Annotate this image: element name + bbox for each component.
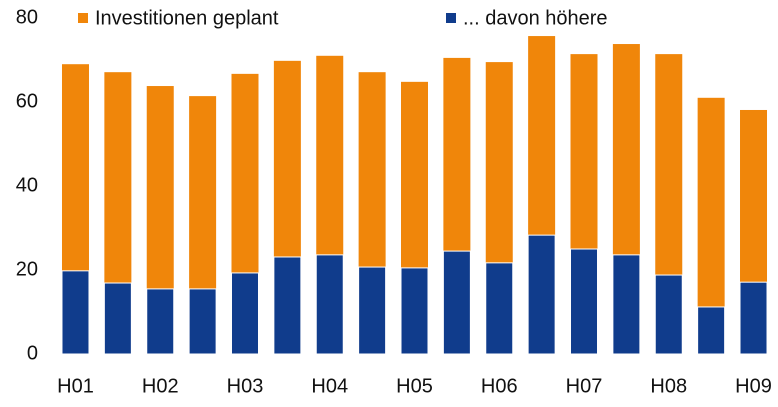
x-tick-label: H07 (566, 375, 603, 397)
y-tick-label: 80 (16, 6, 38, 28)
bar (61, 270, 90, 355)
x-tick-label: H05 (396, 375, 433, 397)
x-tick-label: H03 (227, 375, 264, 397)
x-tick-label: H01 (57, 375, 94, 397)
bar (188, 288, 217, 355)
bar (358, 266, 387, 355)
bar (570, 248, 599, 355)
bar (612, 254, 641, 355)
x-tick-label: H06 (481, 375, 518, 397)
bar (400, 267, 429, 355)
bar (739, 281, 768, 355)
bar (485, 262, 514, 355)
bar (146, 288, 175, 355)
legend-label: ... davon höhere (463, 7, 608, 29)
x-tick-label: H08 (650, 375, 687, 397)
bar (527, 234, 556, 355)
y-tick-label: 20 (16, 258, 38, 280)
bar (273, 256, 302, 355)
legend-swatch (78, 13, 88, 23)
x-tick-label: H04 (311, 375, 348, 397)
y-tick-label: 60 (16, 90, 38, 112)
bar (230, 272, 259, 355)
x-tick-label: H09 (735, 375, 772, 397)
y-tick-label: 0 (27, 342, 38, 364)
bar (697, 306, 726, 355)
y-tick-label: 40 (16, 174, 38, 196)
x-tick-label: H02 (142, 375, 179, 397)
legend-swatch (446, 13, 456, 23)
bar (315, 254, 344, 355)
bar (442, 250, 471, 355)
bar (654, 274, 683, 355)
legend-label: Investitionen geplant (95, 7, 279, 29)
bar (103, 282, 132, 355)
